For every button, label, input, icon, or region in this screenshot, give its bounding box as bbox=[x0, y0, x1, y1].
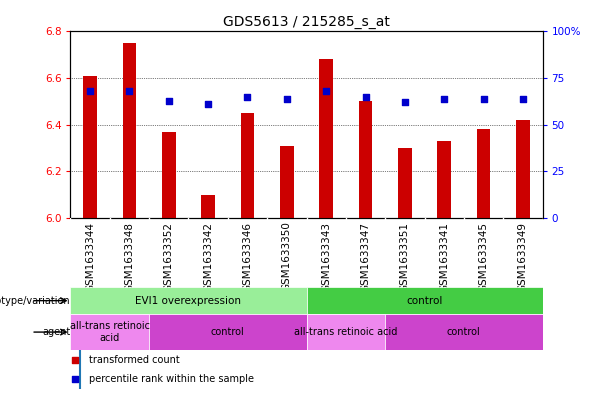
Bar bbox=[398, 148, 412, 218]
Text: all-trans retinoic acid: all-trans retinoic acid bbox=[294, 327, 397, 337]
Point bbox=[70, 376, 80, 382]
Text: genotype/variation: genotype/variation bbox=[0, 296, 70, 306]
Text: GSM1633348: GSM1633348 bbox=[124, 222, 134, 292]
Text: EVI1 overexpression: EVI1 overexpression bbox=[135, 296, 242, 306]
Bar bbox=[70, 314, 149, 350]
Point bbox=[321, 88, 331, 94]
Point bbox=[282, 95, 292, 102]
Point bbox=[360, 94, 370, 100]
Bar bbox=[201, 195, 215, 218]
Bar bbox=[83, 76, 97, 218]
Text: GSM1633346: GSM1633346 bbox=[243, 222, 253, 292]
Point bbox=[164, 97, 173, 104]
Text: agent: agent bbox=[42, 327, 70, 337]
Bar bbox=[306, 314, 385, 350]
Text: GSM1633343: GSM1633343 bbox=[321, 222, 331, 292]
Point bbox=[400, 99, 409, 106]
Text: control: control bbox=[406, 296, 443, 306]
Text: control: control bbox=[211, 327, 245, 337]
Text: GSM1633347: GSM1633347 bbox=[360, 222, 370, 292]
Bar bbox=[319, 59, 333, 218]
Bar bbox=[385, 314, 543, 350]
Title: GDS5613 / 215285_s_at: GDS5613 / 215285_s_at bbox=[223, 15, 390, 29]
Bar bbox=[149, 314, 306, 350]
Text: all-trans retinoic
acid: all-trans retinoic acid bbox=[70, 321, 150, 343]
Point bbox=[243, 94, 253, 100]
Text: transformed count: transformed count bbox=[89, 354, 180, 365]
Text: GSM1633350: GSM1633350 bbox=[282, 222, 292, 292]
Bar bbox=[306, 287, 543, 314]
Bar bbox=[280, 146, 294, 218]
Point bbox=[440, 95, 449, 102]
Text: GSM1633351: GSM1633351 bbox=[400, 222, 410, 292]
Point bbox=[479, 95, 489, 102]
Text: GSM1633344: GSM1633344 bbox=[85, 222, 95, 292]
Text: GSM1633341: GSM1633341 bbox=[439, 222, 449, 292]
Bar bbox=[477, 129, 490, 218]
Bar bbox=[359, 101, 372, 218]
Text: GSM1633342: GSM1633342 bbox=[203, 222, 213, 292]
Point bbox=[124, 88, 134, 94]
Bar bbox=[437, 141, 451, 218]
Bar bbox=[70, 287, 306, 314]
Text: GSM1633352: GSM1633352 bbox=[164, 222, 174, 292]
Point bbox=[85, 88, 95, 94]
Bar bbox=[162, 132, 176, 218]
Point bbox=[204, 101, 213, 107]
Point bbox=[518, 95, 528, 102]
Bar bbox=[123, 43, 136, 218]
Bar bbox=[241, 113, 254, 218]
Text: GSM1633349: GSM1633349 bbox=[518, 222, 528, 292]
Text: control: control bbox=[447, 327, 481, 337]
Point bbox=[70, 356, 80, 363]
Text: GSM1633345: GSM1633345 bbox=[479, 222, 489, 292]
Text: percentile rank within the sample: percentile rank within the sample bbox=[89, 374, 254, 384]
Bar bbox=[516, 120, 530, 218]
